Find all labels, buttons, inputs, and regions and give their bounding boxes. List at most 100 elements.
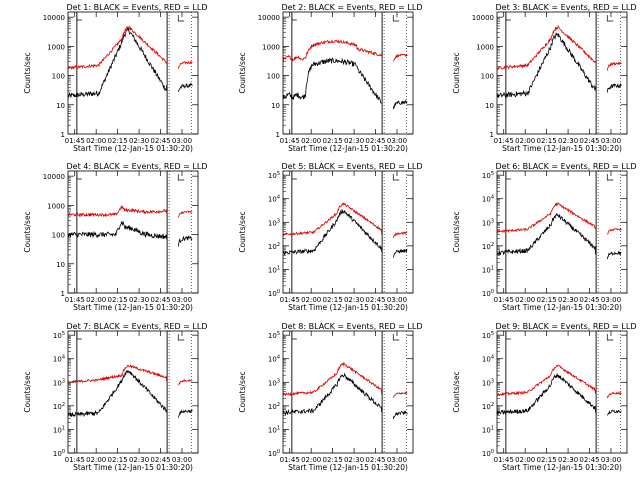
y-tick-label: 100 [482,289,494,298]
bracket-marker-start [291,173,297,180]
x-tick-label: 02:15 [323,137,343,145]
y-tick-label: 102 [482,242,494,251]
y-tick-label: 1000 [476,43,494,51]
y-tick-label: 102 [53,402,65,411]
bracket-marker [392,334,400,341]
series-lld-line [496,202,597,234]
y-axis-label: Counts/sec [238,371,247,412]
y-tick-label: 100 [268,449,280,458]
x-tick-label: 02:00 [301,456,321,464]
y-tick-label: 104 [482,355,494,364]
x-tick-label: 02:00 [86,296,106,304]
y-tick-label: 103 [482,218,494,227]
y-axis-label: Counts/sec [23,371,32,412]
x-tick-label: 02:45 [365,296,385,304]
x-tick-label: 03:00 [172,296,192,304]
panel-det-6: Det 6: BLACK = Events, RED = LLD 100 101 10… [452,162,636,312]
series-lld-line [496,25,597,71]
x-tick-label: 02:30 [558,296,578,304]
x-tick-label: 03:00 [601,456,621,464]
y-axis-label: Counts/sec [452,371,461,412]
y-tick-label: 102 [268,402,280,411]
panel-frame [67,11,199,135]
panel-det-8: Det 8: BLACK = Events, RED = LLD 100 101 10… [238,322,422,472]
y-tick-label: 10000 [43,173,65,181]
panel-title: Det 9: BLACK = Events, RED = LLD [496,322,637,331]
panel-det-4: Det 4: BLACK = Events, RED = LLD 1 10 100 10… [23,162,207,312]
x-tick-label: 02:30 [558,456,578,464]
series-events-line [67,220,168,240]
y-tick-label: 10 [56,261,65,269]
y-tick-label: 1 [61,290,65,298]
series-events-line [282,372,383,416]
bracket-marker [177,334,185,341]
y-tick-label: 10000 [258,14,280,22]
y-tick-label: 10 [56,102,65,110]
panel-frame [67,170,199,294]
x-tick-label: 01:45 [280,296,300,304]
series-events-line [496,213,597,256]
series-events-line [67,370,168,418]
y-tick-label: 10 [271,102,280,110]
series-lld-line-post [177,210,193,218]
series-lld-line [67,25,168,71]
x-tick-label: 02:30 [344,296,364,304]
panel-frame [282,170,414,294]
panel-frame [496,170,628,294]
panel-det-9: Det 9: BLACK = Events, RED = LLD 100 101 10… [452,322,636,472]
series-lld-line [496,364,597,397]
y-axis-label: Counts/sec [238,52,247,93]
y-tick-label: 1000 [47,43,65,51]
series-events-line-post [392,99,408,110]
series-lld-line-post [178,378,193,386]
y-tick-label: 10 [485,102,494,110]
x-tick-label: 02:00 [515,137,535,145]
y-axis-label: Counts/sec [452,52,461,93]
series-lld-line-post [177,60,193,70]
series-lld-line-post [392,231,408,238]
series-events-line-post [177,235,193,247]
bracket-marker [606,15,614,22]
y-tick-label: 105 [268,331,280,340]
panel-title: Det 3: BLACK = Events, RED = LLD [496,3,637,12]
x-tick-label: 02:00 [86,456,106,464]
y-tick-label: 105 [268,171,280,180]
series-events-line-post [177,82,193,92]
series-lld-line-post [607,227,622,235]
y-tick-label: 104 [482,195,494,204]
y-tick-label: 10000 [43,14,65,22]
x-tick-label: 03:00 [387,296,407,304]
panel-title: Det 2: BLACK = Events, RED = LLD [282,3,423,12]
x-tick-label: 02:45 [150,137,170,145]
y-tick-label: 104 [268,195,280,204]
series-lld-line [282,361,383,397]
y-tick-label: 1 [61,131,65,139]
y-tick-label: 1000 [262,43,280,51]
series-events-line [67,26,168,99]
x-tick-label: 01:45 [494,137,514,145]
bracket-marker [392,15,400,22]
bracket-marker-start [291,333,297,340]
series-events-line-post [606,82,622,93]
y-tick-label: 100 [52,232,65,240]
y-tick-label: 103 [268,218,280,227]
bracket-marker-start [505,14,511,21]
series-events-line [496,373,597,416]
y-tick-label: 103 [268,378,280,387]
x-axis-label: Start Time (12-Jan-15 01:30:20) [73,144,193,153]
series-events-line [496,32,597,98]
series-events-line-post [606,409,622,416]
y-tick-label: 104 [53,355,65,364]
bracket-marker-start [76,333,82,340]
x-tick-label: 01:45 [65,456,85,464]
x-tick-label: 01:45 [280,456,300,464]
y-tick-label: 102 [482,402,494,411]
y-axis-label: Counts/sec [23,52,32,93]
panel-det-1: Det 1: BLACK = Events, RED = LLD 1 10 100 10… [23,3,207,153]
x-axis-label: Start Time (12-Jan-15 01:30:20) [502,463,622,472]
x-axis-label: Start Time (12-Jan-15 01:30:20) [73,463,193,472]
x-tick-label: 02:45 [579,296,599,304]
series-lld-line-post [606,60,622,71]
